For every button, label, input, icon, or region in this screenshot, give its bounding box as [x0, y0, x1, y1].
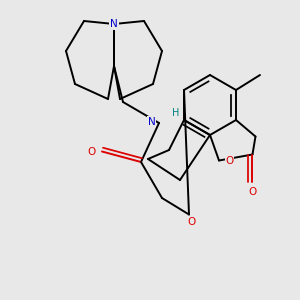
Text: H: H	[172, 107, 179, 118]
Text: O: O	[188, 217, 196, 227]
Text: O: O	[87, 146, 96, 157]
Text: O: O	[225, 155, 234, 166]
Text: O: O	[248, 187, 256, 197]
Text: N: N	[110, 19, 118, 29]
Text: N: N	[148, 116, 155, 127]
